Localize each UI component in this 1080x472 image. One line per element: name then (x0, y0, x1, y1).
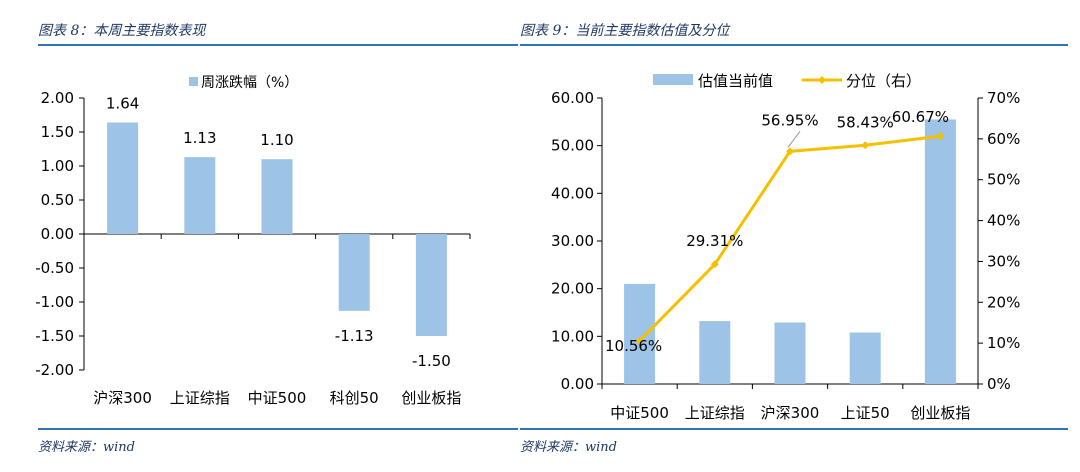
bar (338, 234, 370, 311)
y-tick-label: -0.50 (35, 259, 74, 277)
line-data-label: 58.43% (837, 113, 894, 131)
line-data-label: 29.31% (686, 232, 743, 250)
x-tick-label: 创业板指 (910, 404, 970, 422)
data-label: -1.50 (412, 352, 451, 370)
bar (774, 322, 806, 384)
legend-bar-swatch (653, 74, 693, 85)
figure-9-top-rule (520, 44, 1068, 46)
y-tick-label: -2.00 (35, 361, 74, 379)
percentile-line (638, 134, 941, 342)
percentile-marker (861, 141, 870, 150)
figure-8-panel: 图表 8：本周主要指数表现 2.00 1.50 1.00 0.50 0.00 -0.50 -… (35, 23, 518, 455)
label-leader-line (787, 131, 801, 148)
bar (624, 283, 656, 384)
y-tick-label: 60.00 (551, 89, 594, 107)
bar (261, 159, 293, 234)
figure-9-chart: 60.00 50.00 40.00 30.00 20.00 10.00 0.00 70% 60%… (551, 72, 1020, 422)
x-tick-label: 上证综指 (170, 389, 230, 407)
y-tick-label: 10.00 (551, 327, 594, 345)
figure-9-title: 图表 9：当前主要指数估值及分位 (520, 23, 730, 39)
figure-8-chart: 2.00 1.50 1.00 0.50 0.00 -0.50 -1.00 -1.50 -2.00… (35, 75, 471, 407)
bar (415, 234, 447, 336)
legend-swatch (189, 77, 198, 86)
legend-line-marker (818, 76, 826, 84)
y-tick-label: 20.00 (551, 280, 594, 298)
y-tick-label: 0.00 (561, 375, 594, 393)
figure-9-bottom-rule (520, 428, 1068, 430)
percentile-marker (786, 147, 794, 156)
percentile-marker (710, 260, 719, 269)
y2-tick-label: 0% (987, 375, 1011, 393)
figure-9-source: 资料来源：wind (520, 440, 617, 455)
y2-tick-label: 40% (987, 212, 1020, 230)
data-label: 1.64 (106, 94, 139, 112)
y2-tick-label: 70% (987, 89, 1020, 107)
y-tick-label: 2.00 (41, 89, 74, 107)
figure-9-panel: 图表 9：当前主要指数估值及分位 60.00 50.00 40.00 30.00 20.… (520, 0, 1080, 472)
figure-8-bottom-rule (38, 428, 518, 430)
bar (849, 332, 881, 384)
figure-8-source: 资料来源：wind (38, 440, 135, 455)
figure-8-top-rule (38, 44, 518, 46)
bar (184, 157, 216, 234)
legend-line-label: 分位（右） (846, 72, 921, 90)
x-tick-label: 中证500 (248, 389, 307, 407)
x-tick-label: 科创50 (330, 389, 379, 407)
x-tick-label: 沪深300 (761, 404, 820, 422)
x-tick-label: 沪深300 (93, 389, 152, 407)
bar (107, 122, 139, 234)
y-tick-label: 0.00 (41, 225, 74, 243)
figure-8-title: 图表 8：本周主要指数表现 (38, 23, 206, 39)
data-label: 1.13 (183, 129, 216, 147)
percentile-marker (635, 336, 644, 345)
y2-tick-label: 60% (987, 130, 1020, 148)
y-tick-label: 50.00 (551, 137, 594, 155)
y-tick-label: -1.50 (35, 327, 74, 345)
y2-tick-label: 20% (987, 293, 1020, 311)
x-tick-label: 上证综指 (685, 404, 745, 422)
y-tick-label: 30.00 (551, 232, 594, 250)
data-label: 1.10 (260, 131, 293, 149)
bar (924, 119, 956, 384)
bar (699, 321, 731, 384)
y-tick-label: -1.00 (35, 293, 74, 311)
y2-tick-label: 10% (987, 334, 1020, 352)
data-label: -1.13 (335, 327, 374, 345)
x-tick-label: 创业板指 (401, 389, 461, 407)
legend-label: 周涨跌幅（%） (201, 75, 298, 91)
y-tick-label: 0.50 (41, 191, 74, 209)
y-tick-label: 40.00 (551, 184, 594, 202)
line-data-label: 10.56% (605, 337, 662, 355)
y2-tick-label: 50% (987, 171, 1020, 189)
legend-bar-label: 估值当前值 (698, 72, 773, 90)
y2-tick-label: 30% (987, 252, 1020, 270)
y-tick-label: 1.50 (41, 123, 74, 141)
x-tick-label: 中证500 (610, 404, 669, 422)
x-tick-label: 上证50 (841, 404, 890, 422)
line-data-label: 60.67% (892, 108, 949, 126)
percentile-marker (936, 132, 945, 141)
y-tick-label: 1.00 (41, 157, 74, 175)
line-data-label: 56.95% (761, 111, 818, 129)
